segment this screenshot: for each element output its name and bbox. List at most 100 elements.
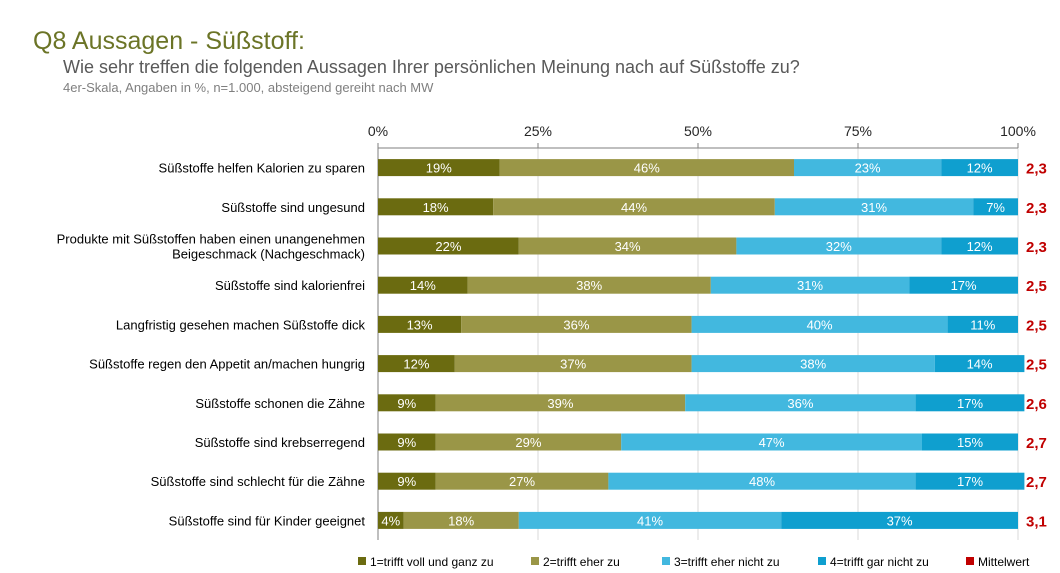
data-label: 36% bbox=[787, 396, 813, 411]
legend-swatch bbox=[662, 557, 670, 565]
bar-segment bbox=[403, 511, 519, 529]
data-label: 41% bbox=[637, 513, 663, 528]
bar-segment bbox=[934, 355, 1025, 373]
scale-note: 4er-Skala, Angaben in %, n=1.000, abstei… bbox=[63, 80, 434, 95]
category-label: Produkte mit Süßstoffen haben einen unan… bbox=[57, 232, 365, 247]
mean-value: 2,5 bbox=[1026, 317, 1047, 334]
question-text: Wie sehr treffen die folgenden Aussagen … bbox=[63, 57, 800, 77]
data-label: 12% bbox=[967, 161, 993, 176]
bar-segment bbox=[915, 394, 1025, 412]
data-label: 23% bbox=[855, 161, 881, 176]
data-label: 4% bbox=[381, 513, 400, 528]
data-label: 19% bbox=[426, 161, 452, 176]
legend-label: 2=trifft eher zu bbox=[543, 555, 620, 569]
bar-segment bbox=[947, 315, 1018, 333]
bar-segment bbox=[621, 433, 922, 451]
bar-segment bbox=[736, 237, 942, 255]
bar-segment bbox=[378, 433, 436, 451]
x-tick-label: 100% bbox=[1000, 123, 1036, 139]
data-label: 22% bbox=[435, 239, 461, 254]
data-label: 9% bbox=[397, 474, 416, 489]
data-label: 37% bbox=[560, 357, 586, 372]
data-label: 34% bbox=[615, 239, 641, 254]
x-tick-label: 25% bbox=[524, 123, 552, 139]
category-label: Süßstoffe schonen die Zähne bbox=[195, 396, 365, 411]
data-label: 47% bbox=[759, 435, 785, 450]
data-label: 18% bbox=[448, 513, 474, 528]
category-label: Süßstoffe sind ungesund bbox=[221, 200, 365, 215]
bar-segment bbox=[378, 472, 436, 490]
data-label: 13% bbox=[407, 317, 433, 332]
data-label: 9% bbox=[397, 435, 416, 450]
data-label: 29% bbox=[515, 435, 541, 450]
legend-label: 3=trifft eher nicht zu bbox=[674, 555, 780, 569]
bar-segment bbox=[909, 276, 1018, 294]
mean-value: 2,7 bbox=[1026, 474, 1047, 491]
bar-segment bbox=[378, 276, 468, 294]
legend-swatch bbox=[531, 557, 539, 565]
data-label: 17% bbox=[957, 474, 983, 489]
data-label: 14% bbox=[967, 357, 993, 372]
data-label: 15% bbox=[957, 435, 983, 450]
legend-swatch bbox=[818, 557, 826, 565]
mean-value: 3,1 bbox=[1026, 513, 1047, 530]
category-label: Süßstoffe sind kalorienfrei bbox=[215, 278, 365, 293]
data-label: 48% bbox=[749, 474, 775, 489]
bar-segment bbox=[781, 511, 1018, 529]
bar-segment bbox=[941, 159, 1018, 177]
data-label: 32% bbox=[826, 239, 852, 254]
bar-segment bbox=[685, 394, 916, 412]
bar-segment bbox=[915, 472, 1025, 490]
bar-segment bbox=[608, 472, 916, 490]
category-label: Langfristig gesehen machen Süßstoffe dic… bbox=[116, 317, 366, 332]
x-tick-label: 0% bbox=[368, 123, 388, 139]
data-label: 11% bbox=[970, 317, 995, 332]
bar-segment bbox=[378, 159, 500, 177]
data-label: 17% bbox=[951, 278, 977, 293]
page-title: Q8 Aussagen - Süßstoff: bbox=[33, 27, 305, 55]
data-label: 39% bbox=[547, 396, 573, 411]
category-label: Beigeschmack (Nachgeschmack) bbox=[172, 247, 365, 262]
data-label: 38% bbox=[800, 357, 826, 372]
category-label: Süßstoffe sind für Kinder geeignet bbox=[169, 513, 366, 528]
category-label: Süßstoffe helfen Kalorien zu sparen bbox=[159, 161, 365, 176]
data-label: 44% bbox=[621, 200, 647, 215]
bar-segment bbox=[691, 315, 948, 333]
bar-segment bbox=[378, 355, 455, 373]
data-label: 18% bbox=[423, 200, 449, 215]
bar-segment bbox=[499, 159, 794, 177]
bar-segment bbox=[461, 315, 692, 333]
bar-segment bbox=[378, 511, 404, 529]
data-label: 12% bbox=[403, 357, 429, 372]
data-label: 38% bbox=[576, 278, 602, 293]
mean-value: 2,3 bbox=[1026, 239, 1047, 256]
category-label: Süßstoffe sind krebserregend bbox=[195, 435, 365, 450]
mean-value: 2,7 bbox=[1026, 435, 1047, 452]
bar-segment bbox=[794, 159, 942, 177]
data-label: 31% bbox=[861, 200, 887, 215]
data-label: 36% bbox=[563, 317, 589, 332]
bar-segment bbox=[774, 198, 974, 216]
mean-value: 2,5 bbox=[1026, 357, 1047, 374]
mean-value: 2,3 bbox=[1026, 200, 1047, 217]
bar-segment bbox=[378, 198, 494, 216]
mean-value: 2,3 bbox=[1026, 161, 1047, 178]
category-label: Süßstoffe sind schlecht für die Zähne bbox=[151, 474, 365, 489]
bar-segment bbox=[710, 276, 910, 294]
data-label: 7% bbox=[986, 200, 1005, 215]
bar-segment bbox=[378, 315, 462, 333]
bar-segment bbox=[691, 355, 935, 373]
bar-segment bbox=[435, 472, 609, 490]
category-label: Süßstoffe regen den Appetit an/machen hu… bbox=[89, 357, 365, 372]
data-label: 37% bbox=[887, 513, 913, 528]
legend-label: 4=trifft gar nicht zu bbox=[830, 555, 929, 569]
legend-swatch bbox=[966, 557, 974, 565]
legend-label: Mittelwert bbox=[978, 555, 1030, 569]
data-label: 27% bbox=[509, 474, 535, 489]
bar-segment bbox=[454, 355, 692, 373]
bar-segment bbox=[493, 198, 775, 216]
bar-segment bbox=[378, 394, 436, 412]
bar-segment bbox=[941, 237, 1018, 255]
x-tick-label: 75% bbox=[844, 123, 872, 139]
